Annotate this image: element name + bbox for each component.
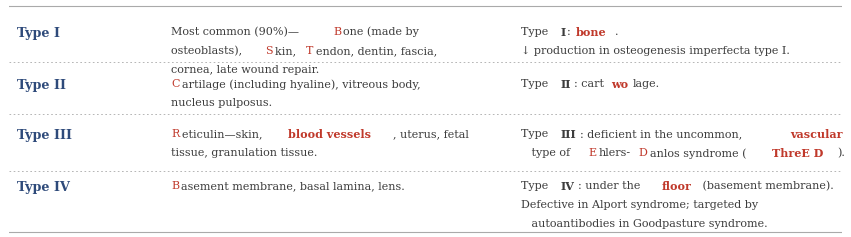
Text: ThreE D: ThreE D [772,148,824,159]
Text: eticulin—skin,: eticulin—skin, [181,129,266,139]
Text: : deficient in the uncommon,: : deficient in the uncommon, [580,129,746,139]
Text: III: III [560,129,576,140]
Text: II: II [560,79,571,90]
Text: D: D [639,148,648,158]
Text: nucleus pulposus.: nucleus pulposus. [171,98,272,108]
Text: Type: Type [522,181,552,191]
Text: Type: Type [522,129,552,139]
Text: asement membrane, basal lamina, lens.: asement membrane, basal lamina, lens. [181,181,405,191]
Text: C: C [171,79,180,89]
Text: osteoblasts),: osteoblasts), [171,46,246,56]
Text: .: . [614,27,619,37]
Text: : cart: : cart [574,79,603,89]
Text: bone: bone [576,27,607,38]
Text: type of: type of [522,148,574,158]
Text: , uterus, fetal: , uterus, fetal [393,129,469,139]
Text: lage.: lage. [633,79,660,89]
Text: : under the: : under the [578,181,643,191]
Text: :: : [567,27,574,37]
Text: Type: Type [522,79,552,89]
Text: wo: wo [612,79,629,90]
Text: Type III: Type III [17,129,71,142]
Text: R: R [171,129,180,139]
Text: kin,: kin, [275,46,300,56]
Text: IV: IV [560,181,574,192]
Text: blood vessels: blood vessels [288,129,371,140]
Text: anlos syndrome (: anlos syndrome ( [650,148,746,159]
Text: Type IV: Type IV [17,181,70,194]
Text: B: B [333,27,341,37]
Text: T: T [306,46,314,56]
Text: one (made by: one (made by [343,27,420,37]
Text: E: E [588,148,596,158]
Text: I: I [560,27,566,38]
Text: Type II: Type II [17,79,66,92]
Text: floor: floor [661,181,691,192]
Text: ).: ). [837,148,845,158]
Text: tissue, granulation tissue.: tissue, granulation tissue. [171,148,317,158]
Text: Type: Type [522,27,552,37]
Text: B: B [171,181,180,191]
Text: cornea, late wound repair.: cornea, late wound repair. [171,65,319,75]
Text: artilage (including hyaline), vitreous body,: artilage (including hyaline), vitreous b… [182,79,420,90]
Text: Type I: Type I [17,27,60,40]
Text: (basement membrane).: (basement membrane). [699,181,834,191]
Text: Defective in Alport syndrome; targeted by: Defective in Alport syndrome; targeted b… [522,200,758,210]
Text: S: S [266,46,273,56]
Text: vascular: vascular [790,129,842,140]
Text: autoantibodies in Goodpasture syndrome.: autoantibodies in Goodpasture syndrome. [522,219,768,229]
Text: ↓ production in osteogenesis imperfecta type I.: ↓ production in osteogenesis imperfecta … [522,46,791,56]
Text: endon, dentin, fascia,: endon, dentin, fascia, [316,46,437,56]
Text: hlers-: hlers- [598,148,631,158]
Text: Most common (90%)—: Most common (90%)— [171,27,300,37]
